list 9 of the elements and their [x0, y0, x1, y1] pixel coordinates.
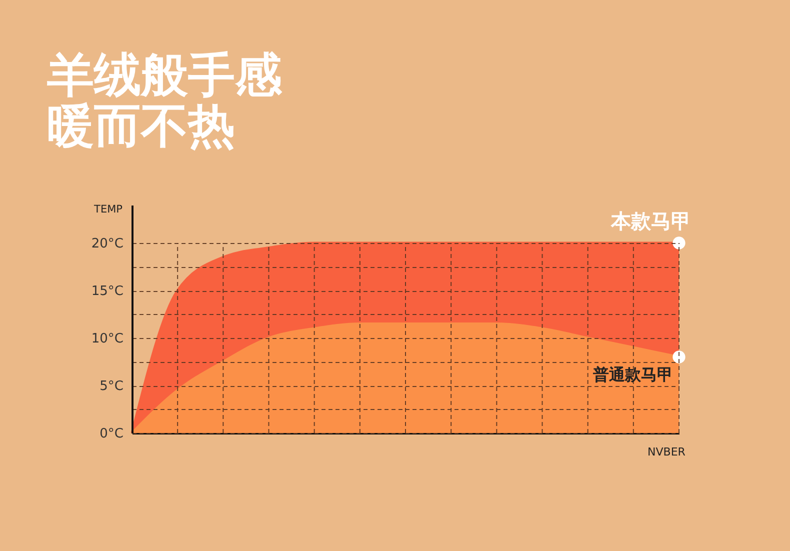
y-axis-title: TEMP [93, 204, 122, 216]
y-tick-label: 15°C [91, 284, 124, 299]
y-tick-label: 0°C [100, 426, 124, 442]
y-tick-label: 5°C [100, 379, 124, 394]
series-label: 本款马甲 [610, 209, 691, 233]
y-tick-label: 20°C [91, 236, 124, 252]
series-label: 普通款马甲 [592, 365, 673, 384]
y-tick-label: 10°C [91, 332, 124, 346]
x-axis-title: NVBER [648, 446, 686, 458]
